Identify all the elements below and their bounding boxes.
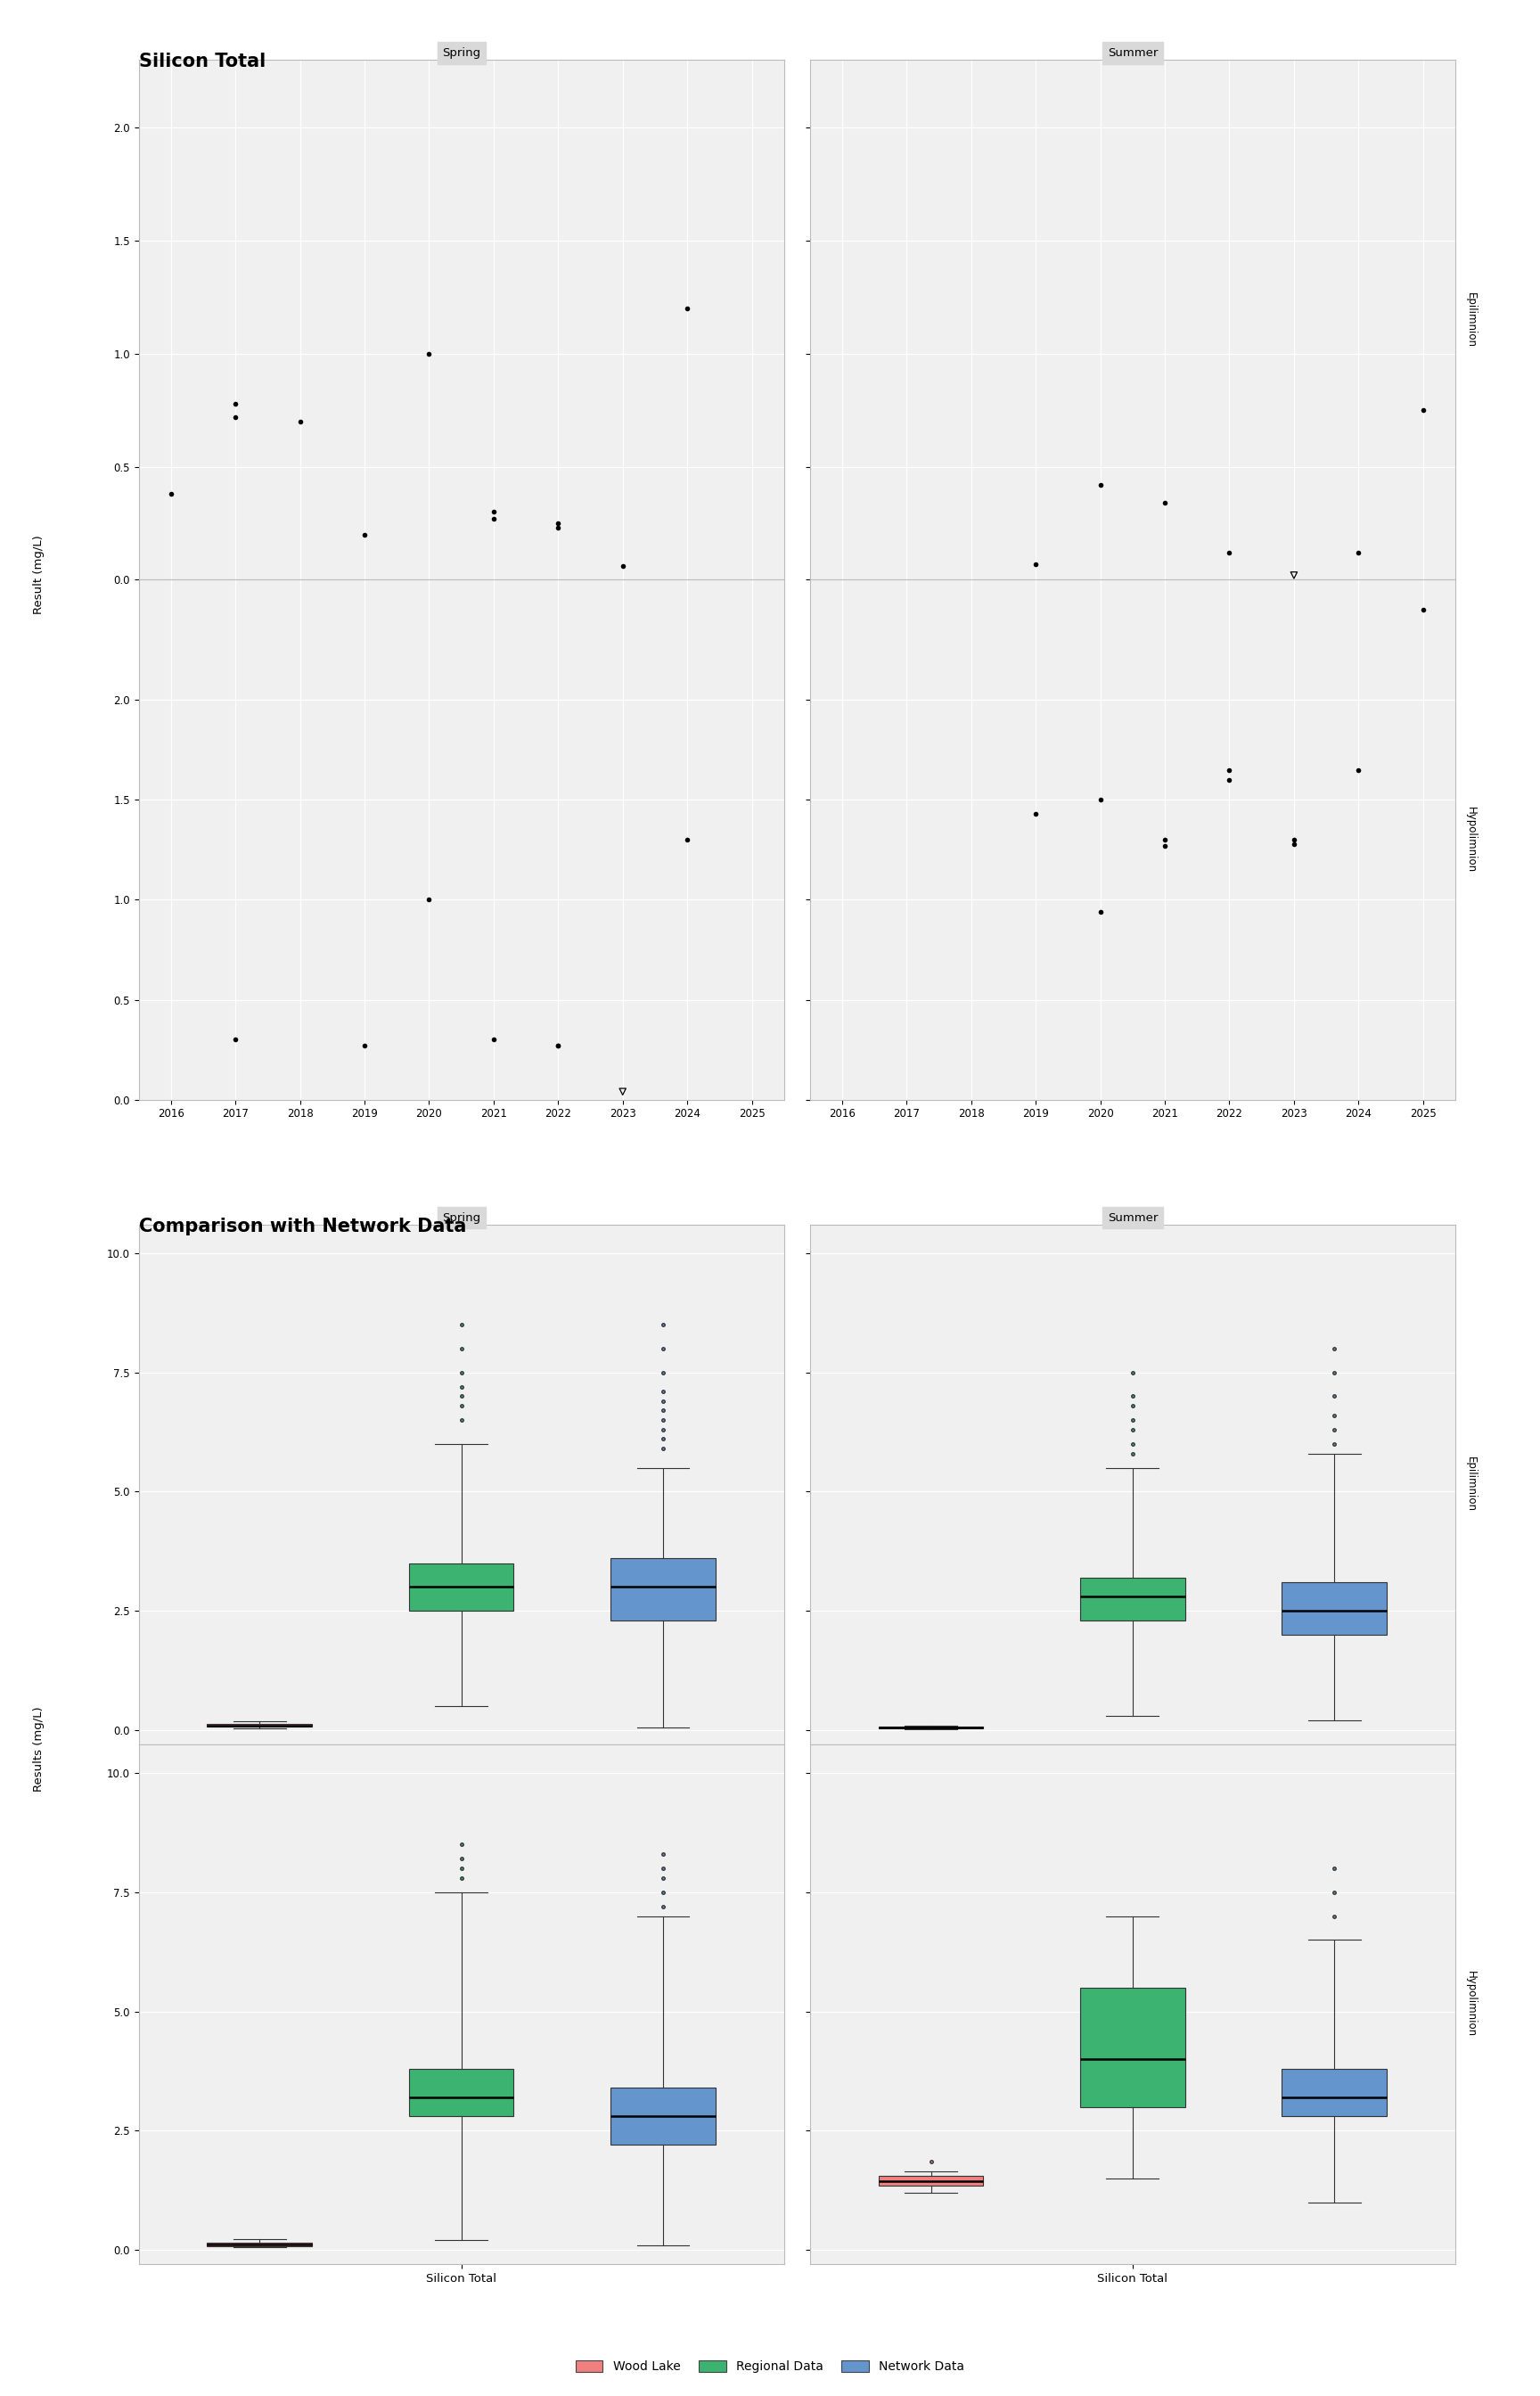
Title: Summer: Summer (1107, 1212, 1158, 1224)
Point (675, 290, 699, 328)
Point (675, 819, 699, 858)
Text: Hypolimnion: Hypolimnion (1465, 1972, 1477, 2037)
PathPatch shape (1080, 1577, 1184, 1620)
PathPatch shape (610, 2087, 716, 2144)
PathPatch shape (208, 2243, 313, 2245)
Point (1346, 750, 1371, 788)
Point (545, 503, 570, 541)
Point (482, 1021, 507, 1059)
Point (482, 494, 507, 532)
Text: Results (mg/L): Results (mg/L) (32, 1706, 45, 1792)
Point (545, 1025, 570, 1064)
Point (1024, 795, 1049, 834)
Text: Epilimnion: Epilimnion (1465, 292, 1477, 347)
Point (610, 1073, 634, 1112)
Point (1411, 589, 1435, 628)
Title: Summer: Summer (1107, 48, 1158, 60)
Point (288, 403, 313, 441)
Text: Comparison with Network Data: Comparison with Network Data (139, 1217, 467, 1234)
Point (1411, 391, 1435, 429)
PathPatch shape (1080, 1989, 1184, 2106)
Point (417, 882, 442, 920)
Point (353, 515, 377, 553)
Text: Result (mg/L): Result (mg/L) (32, 534, 45, 616)
Point (159, 474, 183, 513)
Text: Silicon Total: Silicon Total (139, 53, 265, 69)
PathPatch shape (1281, 2068, 1386, 2116)
PathPatch shape (878, 2176, 984, 2185)
Point (1281, 819, 1306, 858)
Title: Spring: Spring (442, 1212, 480, 1224)
Point (1152, 819, 1177, 858)
PathPatch shape (410, 1562, 514, 1610)
Point (1281, 556, 1306, 594)
Point (1024, 544, 1049, 582)
Point (223, 1021, 248, 1059)
PathPatch shape (208, 1723, 313, 1728)
PathPatch shape (410, 2068, 514, 2116)
Point (545, 508, 570, 546)
Point (1217, 750, 1241, 788)
Point (1217, 534, 1241, 573)
Title: Spring: Spring (442, 48, 480, 60)
Legend: Wood Lake, Regional Data, Network Data: Wood Lake, Regional Data, Network Data (571, 2355, 969, 2377)
PathPatch shape (1281, 1581, 1386, 1634)
Point (417, 335, 442, 374)
Point (1087, 465, 1112, 503)
Point (223, 383, 248, 422)
PathPatch shape (610, 1557, 716, 1620)
Point (610, 546, 634, 585)
Point (545, 1025, 570, 1064)
Text: Epilimnion: Epilimnion (1465, 1457, 1477, 1512)
Point (223, 398, 248, 436)
Text: Hypolimnion: Hypolimnion (1465, 807, 1477, 872)
Point (1087, 894, 1112, 932)
Point (1346, 534, 1371, 573)
Point (482, 501, 507, 539)
Point (1152, 484, 1177, 522)
Point (353, 1025, 377, 1064)
Point (1152, 827, 1177, 865)
Point (1087, 781, 1112, 819)
Point (1281, 824, 1306, 863)
Point (1217, 760, 1241, 798)
